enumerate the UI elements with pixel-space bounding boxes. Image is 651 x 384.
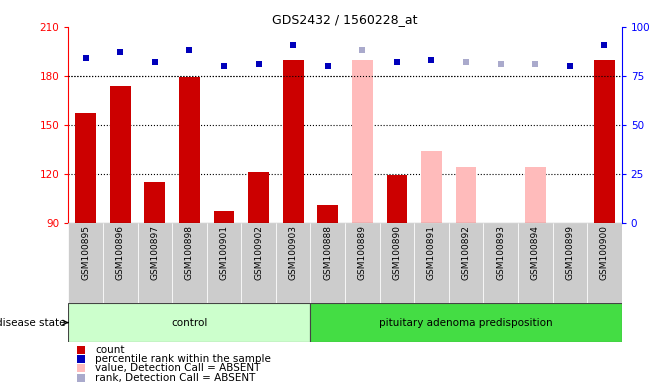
- Bar: [587, 223, 622, 303]
- Text: GSM100892: GSM100892: [462, 225, 471, 280]
- Bar: [345, 223, 380, 303]
- Text: control: control: [171, 318, 208, 328]
- Text: disease state: disease state: [0, 318, 65, 328]
- Title: GDS2432 / 1560228_at: GDS2432 / 1560228_at: [272, 13, 418, 26]
- Text: GSM100893: GSM100893: [496, 225, 505, 280]
- Bar: [483, 223, 518, 303]
- Bar: [76, 113, 96, 223]
- Bar: [311, 303, 622, 342]
- Bar: [553, 223, 587, 303]
- Bar: [352, 60, 372, 223]
- Text: GSM100891: GSM100891: [427, 225, 436, 280]
- Bar: [414, 223, 449, 303]
- Text: GSM100898: GSM100898: [185, 225, 194, 280]
- Bar: [311, 223, 345, 303]
- Bar: [283, 60, 303, 223]
- Bar: [137, 223, 172, 303]
- Bar: [594, 60, 615, 223]
- Text: pituitary adenoma predisposition: pituitary adenoma predisposition: [380, 318, 553, 328]
- Bar: [525, 167, 546, 223]
- Bar: [179, 78, 200, 223]
- Bar: [214, 211, 234, 223]
- Bar: [207, 223, 242, 303]
- Text: GSM100903: GSM100903: [288, 225, 298, 280]
- Bar: [68, 223, 103, 303]
- Text: value, Detection Call = ABSENT: value, Detection Call = ABSENT: [95, 364, 260, 374]
- Bar: [172, 223, 206, 303]
- Text: GSM100897: GSM100897: [150, 225, 159, 280]
- Text: GSM100895: GSM100895: [81, 225, 90, 280]
- Bar: [103, 223, 137, 303]
- Text: GSM100890: GSM100890: [393, 225, 402, 280]
- Text: GSM100888: GSM100888: [324, 225, 332, 280]
- Text: percentile rank within the sample: percentile rank within the sample: [95, 354, 271, 364]
- Text: count: count: [95, 345, 124, 355]
- Bar: [242, 223, 276, 303]
- Bar: [518, 223, 553, 303]
- Text: GSM100899: GSM100899: [565, 225, 574, 280]
- Bar: [317, 205, 338, 223]
- Bar: [145, 182, 165, 223]
- Bar: [248, 172, 269, 223]
- Bar: [421, 151, 442, 223]
- Text: rank, Detection Call = ABSENT: rank, Detection Call = ABSENT: [95, 372, 255, 382]
- Bar: [449, 223, 483, 303]
- Text: GSM100901: GSM100901: [219, 225, 229, 280]
- Text: GSM100894: GSM100894: [531, 225, 540, 280]
- Bar: [68, 303, 311, 342]
- Text: GSM100889: GSM100889: [358, 225, 367, 280]
- Bar: [387, 175, 408, 223]
- Bar: [380, 223, 414, 303]
- Text: GSM100902: GSM100902: [254, 225, 263, 280]
- Text: GSM100896: GSM100896: [116, 225, 125, 280]
- Bar: [456, 167, 477, 223]
- Bar: [276, 223, 311, 303]
- Bar: [110, 86, 131, 223]
- Text: GSM100900: GSM100900: [600, 225, 609, 280]
